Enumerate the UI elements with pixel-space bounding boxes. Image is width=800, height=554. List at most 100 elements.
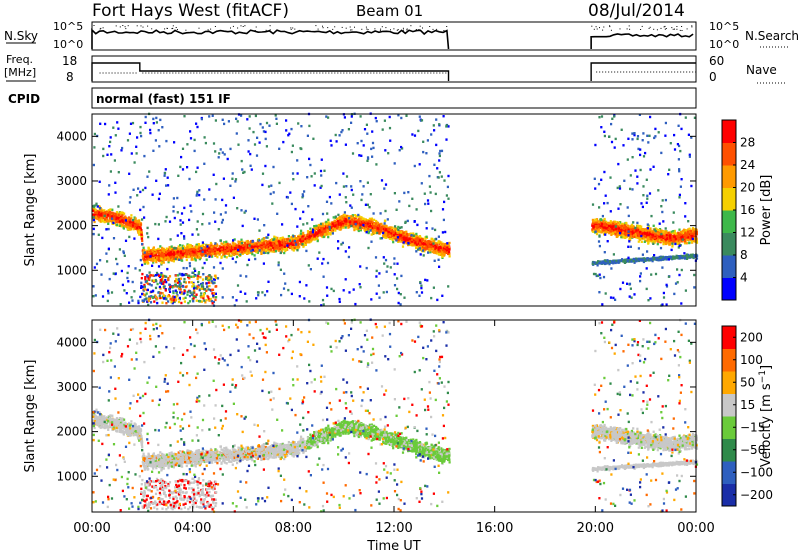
power-point <box>245 250 248 253</box>
nsearch-point <box>127 25 129 27</box>
power-point <box>380 230 383 234</box>
cpid-row: CPID normal (fast) 151 IF <box>8 87 697 109</box>
power-point <box>240 251 243 254</box>
power-point <box>237 240 240 243</box>
nsearch-point <box>349 26 351 28</box>
power-point <box>434 251 437 255</box>
power-point <box>674 241 677 244</box>
power-point <box>314 227 317 230</box>
nsearch-point <box>322 27 324 29</box>
power-point <box>335 217 339 220</box>
nsearch-point <box>653 28 655 30</box>
power-point <box>192 248 195 251</box>
power-point <box>264 240 267 243</box>
power-point <box>284 249 287 253</box>
power-point <box>678 228 681 231</box>
power-point <box>245 240 248 243</box>
nsearch-point <box>140 25 142 27</box>
power-point <box>113 217 116 220</box>
power-point <box>117 221 120 224</box>
power-point <box>690 237 693 241</box>
power-point <box>656 242 659 246</box>
nsearch-point <box>172 27 174 29</box>
power-point <box>148 249 151 252</box>
power-point <box>334 229 337 232</box>
nsearch-point <box>269 25 271 27</box>
nsky-strip: N.Sky 10^5 10^0 10^5 10^0 N.Search <box>4 20 799 51</box>
nsearch-point <box>151 28 153 30</box>
nsearch-point <box>315 25 317 27</box>
power-point <box>185 255 188 258</box>
nsky-trace-line <box>590 33 694 49</box>
power-point <box>405 240 408 244</box>
power-point <box>692 239 695 243</box>
nsearch-point <box>603 26 605 28</box>
nsearch-point <box>166 28 168 29</box>
freq-trace-line <box>91 62 450 81</box>
power-point <box>434 249 437 253</box>
nsearch-point <box>119 26 121 28</box>
freq-label-line1: Freq. <box>6 53 33 66</box>
nsearch-point <box>334 26 336 28</box>
power-point <box>293 235 296 238</box>
nsearch-point <box>366 28 368 30</box>
power-point <box>440 247 443 251</box>
power-point <box>233 253 236 256</box>
power-point <box>358 215 361 218</box>
nsearch-point <box>674 28 675 30</box>
power-point <box>693 237 696 241</box>
nsky-label: N.Sky <box>4 29 38 43</box>
nsearch-point <box>93 25 95 26</box>
power-point <box>225 245 228 248</box>
cpid-value: normal (fast) 151 IF <box>96 92 231 106</box>
power-point <box>337 213 340 217</box>
power-point <box>168 248 171 252</box>
power-point <box>213 244 217 247</box>
nsearch-point <box>237 27 239 29</box>
freq-strip: Freq. [MHz] 18 8 60 0 Nave <box>4 53 787 84</box>
power-point <box>439 253 442 256</box>
power-point <box>344 226 347 229</box>
nsearch-point <box>410 25 412 27</box>
power-point <box>330 229 333 233</box>
nsearch-point <box>609 25 611 27</box>
power-point <box>648 239 652 243</box>
power-point <box>127 216 131 219</box>
power-point <box>130 214 133 217</box>
power-point <box>240 244 243 247</box>
nsearch-point <box>628 25 630 27</box>
nsearch-point <box>265 29 267 31</box>
power-point <box>190 249 193 253</box>
power-point <box>671 245 674 248</box>
power-point <box>193 257 197 260</box>
power-point <box>448 241 451 245</box>
nsearch-point <box>125 28 127 30</box>
nsearch-point <box>429 26 431 27</box>
power-point <box>119 211 122 214</box>
power-point <box>339 225 342 228</box>
power-point <box>437 241 440 244</box>
nsearch-point <box>691 25 693 27</box>
nsearch-point <box>322 25 323 27</box>
power-point <box>299 243 302 246</box>
power-point <box>350 215 353 218</box>
nsearch-point <box>115 25 117 27</box>
nsearch-point <box>446 26 448 27</box>
power-point <box>250 251 254 254</box>
power-point <box>339 217 342 220</box>
nsearch-point <box>142 26 144 28</box>
nsky-tick-hi: 10^5 <box>53 20 83 33</box>
power-point <box>384 219 387 222</box>
power-point <box>274 250 277 253</box>
power-point <box>342 217 345 221</box>
power-point <box>161 246 164 250</box>
power-point <box>222 243 225 247</box>
power-point <box>610 233 613 236</box>
nsky-trace-line <box>91 28 450 50</box>
nsearch-point <box>198 27 200 29</box>
nsearch-point <box>406 28 408 30</box>
power-point <box>343 213 346 217</box>
power-point <box>135 220 138 223</box>
power-point <box>152 261 155 264</box>
power-point <box>197 244 200 247</box>
